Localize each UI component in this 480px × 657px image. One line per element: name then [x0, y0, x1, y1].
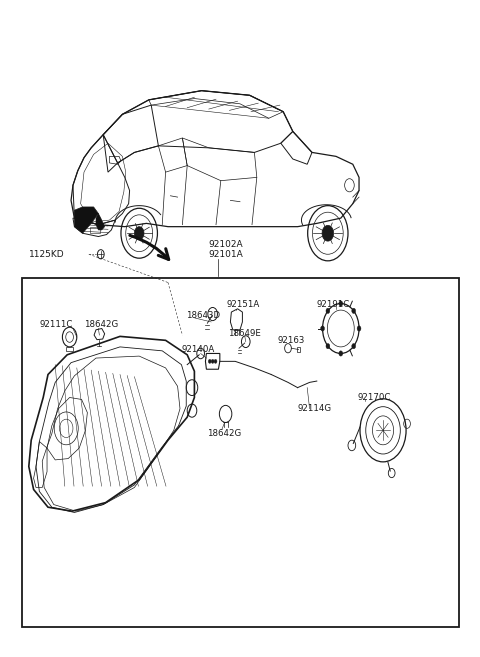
Text: 92114G: 92114G — [298, 404, 332, 413]
Text: 92191C: 92191C — [317, 300, 350, 309]
Polygon shape — [74, 207, 98, 233]
Text: 92111C: 92111C — [39, 320, 73, 329]
Circle shape — [208, 359, 211, 363]
Text: 92170C: 92170C — [358, 393, 391, 402]
Circle shape — [326, 344, 330, 349]
Text: 92140A: 92140A — [181, 345, 215, 354]
Bar — [90, 227, 100, 233]
Text: 92151A: 92151A — [227, 300, 260, 309]
Bar — [22, 278, 459, 627]
Text: 1125KD: 1125KD — [29, 250, 64, 259]
Circle shape — [214, 359, 217, 363]
Text: 18642G: 18642G — [207, 429, 241, 438]
Circle shape — [339, 301, 343, 306]
Circle shape — [211, 359, 214, 363]
Polygon shape — [96, 214, 105, 230]
Circle shape — [134, 227, 144, 240]
Circle shape — [326, 308, 330, 313]
Circle shape — [339, 351, 343, 356]
Circle shape — [322, 225, 334, 241]
Circle shape — [352, 308, 356, 313]
Circle shape — [352, 344, 356, 349]
Text: 92102A: 92102A — [209, 240, 243, 249]
Text: 18642G: 18642G — [84, 320, 118, 329]
Circle shape — [321, 326, 324, 331]
Text: 18649E: 18649E — [228, 328, 261, 338]
Text: 92163: 92163 — [277, 336, 305, 346]
Text: 92101A: 92101A — [209, 250, 243, 260]
Circle shape — [357, 326, 361, 331]
Text: 18643D: 18643D — [186, 311, 220, 320]
